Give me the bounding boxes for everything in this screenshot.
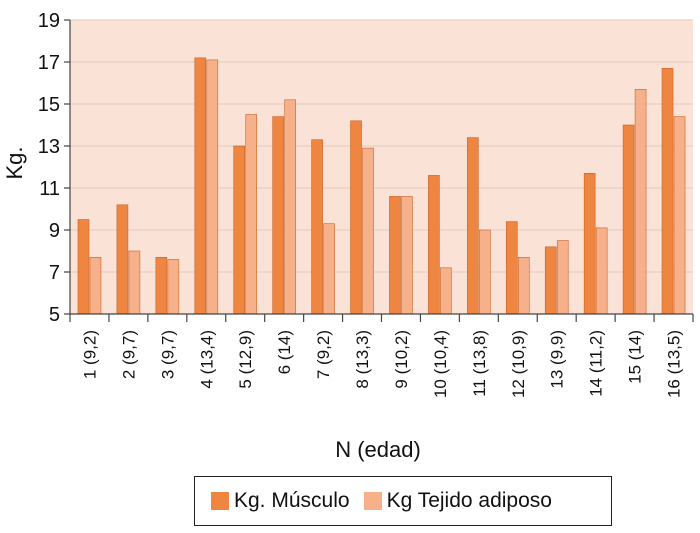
bar-musculo	[311, 139, 323, 315]
bar-tejido-adiposo	[89, 256, 102, 315]
y-tick-label: 5	[49, 304, 60, 326]
bar-musculo	[194, 57, 207, 315]
y-axis-title: Kg.	[2, 146, 27, 179]
legend-swatch-musculo	[211, 492, 229, 510]
bar-tejido-adiposo	[206, 59, 219, 315]
y-tick-label: 17	[38, 52, 60, 74]
bar-musculo	[661, 68, 674, 315]
x-tick-label: 8 (13,3)	[353, 330, 372, 389]
bar-tejido-adiposo	[595, 227, 608, 315]
bar-musculo	[428, 175, 440, 315]
legend: Kg. Músculo Kg Tejido adiposo	[194, 476, 612, 526]
x-tick-label: 15 (14)	[626, 330, 645, 384]
x-tick-label: 4 (13,4)	[197, 330, 216, 389]
bar-tejido-adiposo	[323, 223, 335, 315]
x-tick-label: 10 (10,4)	[431, 330, 450, 398]
y-tick-label: 11	[39, 178, 60, 200]
bar-musculo	[233, 145, 246, 315]
bar-musculo	[389, 196, 401, 315]
y-tick-labels: 5 7 9 11 13 15 17 19	[38, 10, 60, 326]
bar-tejido-adiposo	[440, 267, 452, 315]
x-tick-label: 16 (13,5)	[665, 330, 684, 398]
bar-tejido-adiposo	[479, 229, 491, 315]
bar-tejido-adiposo	[245, 114, 258, 315]
y-tick-label: 9	[49, 220, 60, 242]
bar-tejido-adiposo	[362, 147, 374, 315]
axes	[64, 19, 694, 322]
bar-musculo	[505, 221, 518, 315]
bar-musculo	[622, 124, 635, 315]
x-tick-label: 2 (9,7)	[119, 330, 138, 379]
bar-musculo	[116, 204, 129, 315]
bar-tejido-adiposo	[517, 256, 530, 315]
bar-tejido-adiposo	[284, 99, 296, 315]
x-tick-label: 12 (10,9)	[509, 330, 528, 398]
bar-musculo	[155, 256, 168, 315]
bar-tejido-adiposo	[634, 89, 647, 315]
bar-tejido-adiposo	[556, 240, 569, 315]
x-tick-label: 1 (9,2)	[80, 330, 99, 379]
legend-item-adiposo: Kg Tejido adiposo	[363, 489, 552, 513]
legend-item-musculo: Kg. Músculo	[211, 489, 350, 513]
x-tick-label: 3 (9,7)	[158, 330, 177, 379]
x-tick-label: 11 (13,8)	[470, 330, 489, 397]
bar-tejido-adiposo	[401, 196, 413, 315]
bar-musculo	[467, 137, 479, 315]
bar-musculo	[77, 219, 90, 315]
bar-tejido-adiposo	[167, 259, 180, 315]
y-tick-label: 7	[49, 262, 60, 284]
legend-label-musculo: Kg. Músculo	[234, 489, 350, 512]
legend-label-adiposo: Kg Tejido adiposo	[386, 489, 552, 512]
x-axis-title: N (edad)	[335, 437, 421, 462]
y-tick-label: 19	[38, 10, 60, 32]
x-tick-label: 7 (9,2)	[314, 330, 333, 379]
bar-musculo	[350, 120, 362, 315]
y-tick-label: 15	[38, 94, 60, 116]
bar-tejido-adiposo	[128, 250, 141, 315]
x-tick-label: 14 (11,2)	[587, 330, 606, 397]
x-tick-labels: 1 (9,2) 2 (9,7) 3 (9,7) 4 (13,4) 5 (12,9) 6 (…	[80, 330, 683, 398]
bar-tejido-adiposo	[673, 116, 686, 315]
x-tick-label: 5 (12,9)	[236, 330, 255, 389]
y-tick-label: 13	[38, 136, 60, 158]
bar-musculo	[272, 116, 284, 315]
bar-musculo	[544, 246, 557, 315]
bar-musculo	[583, 173, 596, 315]
x-tick-label: 13 (9,9)	[548, 330, 567, 389]
bars	[77, 57, 686, 315]
x-tick-label: 6 (14)	[275, 330, 294, 374]
x-tick-label: 9 (10,2)	[392, 330, 411, 389]
legend-swatch-adiposo	[363, 492, 382, 510]
